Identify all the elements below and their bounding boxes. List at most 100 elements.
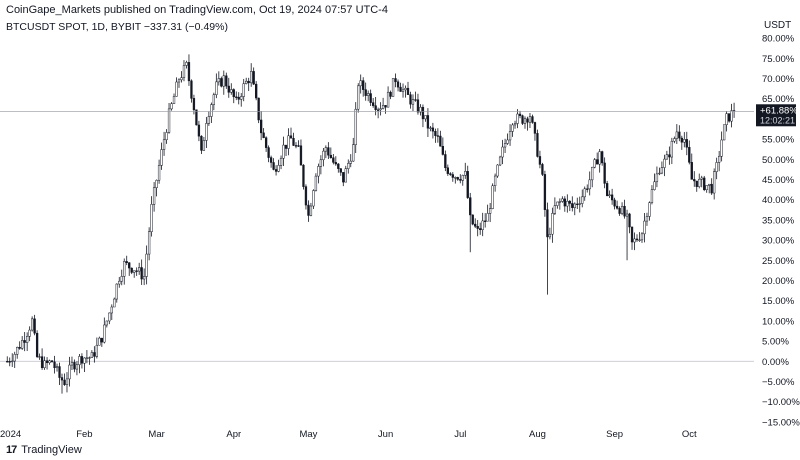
candle-body	[80, 356, 84, 364]
symbol-legend: BTCUSDT SPOT, 1D, BYBIT −337.31 (−0.49%)	[6, 21, 228, 33]
candle-body	[120, 276, 123, 282]
candle-body	[446, 167, 449, 174]
candle-body	[680, 137, 683, 143]
candle-body	[369, 93, 372, 103]
candle-body	[93, 352, 96, 357]
candle-body	[384, 105, 387, 108]
candle-body	[247, 80, 250, 84]
candle-body	[528, 116, 532, 123]
candle-body	[508, 131, 512, 141]
candle-body	[673, 138, 676, 142]
candle-body	[165, 132, 168, 141]
y-tick-label: 40.00%	[762, 195, 795, 206]
candle-body	[145, 253, 148, 277]
y-tick-label: 15.00%	[762, 296, 795, 307]
candle-body	[653, 181, 656, 190]
candle-body	[436, 135, 440, 137]
candle-body	[40, 356, 44, 369]
candle-body	[299, 145, 303, 166]
candle-body	[439, 135, 442, 147]
candle-body	[53, 361, 56, 369]
candle-body	[451, 174, 454, 178]
candle-body	[334, 162, 337, 165]
candle-body	[713, 171, 716, 194]
candle-body	[339, 168, 342, 173]
candle-body	[140, 267, 143, 280]
candle-body	[232, 89, 235, 98]
candle-body	[195, 109, 198, 126]
candle-body	[123, 261, 126, 277]
candle-body	[294, 145, 298, 147]
candle-body	[212, 94, 215, 105]
candle-body	[396, 81, 400, 88]
candle-body	[379, 108, 382, 111]
candle-body	[720, 139, 723, 157]
candle-body	[531, 116, 534, 123]
candle-body	[272, 162, 275, 170]
candle-body	[444, 154, 447, 168]
y-tick-label: 75.00%	[762, 54, 795, 65]
candle-body	[347, 163, 350, 169]
candle-body	[170, 103, 173, 110]
candle-body	[142, 276, 146, 280]
tradingview-footer[interactable]: 17 TradingView	[6, 444, 82, 456]
candle-body	[16, 347, 19, 355]
candle-body	[50, 360, 54, 363]
candle-body	[175, 81, 178, 97]
candle-body	[200, 135, 203, 151]
candle-body	[197, 124, 201, 137]
candle-body	[454, 177, 457, 179]
candle-body	[625, 213, 629, 217]
candle-body	[705, 185, 708, 190]
candle-body	[593, 159, 596, 168]
candle-body	[630, 226, 634, 243]
candle-body	[103, 324, 106, 343]
y-tick-label: 0.00%	[762, 357, 789, 368]
candle-body	[78, 356, 81, 366]
y-tick-label: 30.00%	[762, 236, 795, 247]
candle-body	[357, 85, 360, 110]
candle-body	[110, 306, 113, 314]
x-tick-label: Jun	[378, 429, 393, 440]
candle-body	[546, 209, 549, 238]
candle-body	[409, 94, 412, 105]
candle-body	[282, 144, 285, 159]
candle-body	[640, 233, 644, 241]
candle-body	[518, 113, 522, 116]
candle-body	[693, 179, 696, 182]
candle-body	[708, 183, 711, 186]
candle-body	[162, 139, 166, 150]
y-tick-label: 35.00%	[762, 215, 795, 226]
candle-body	[503, 143, 507, 148]
candle-body	[466, 171, 469, 198]
countdown-label: 12:02:21	[760, 115, 795, 125]
candle-body	[18, 347, 21, 349]
candle-body	[118, 280, 121, 285]
candle-body	[685, 139, 688, 148]
candle-body	[511, 124, 514, 132]
candle-body	[235, 96, 238, 98]
candle-body	[45, 360, 49, 364]
candle-body	[113, 298, 116, 308]
y-tick-label: 65.00%	[762, 94, 795, 105]
y-tick-label: −10.00%	[762, 397, 800, 408]
candle-body	[665, 154, 669, 160]
candle-body	[486, 213, 489, 222]
candle-body	[536, 133, 539, 157]
x-tick-label: Jul	[454, 429, 466, 440]
candle-body	[287, 135, 290, 149]
candle-body	[663, 158, 666, 168]
candle-body	[521, 115, 524, 124]
tradingview-brand: TradingView	[21, 444, 82, 456]
candle-body	[635, 238, 639, 241]
candle-body	[675, 131, 678, 139]
candle-body	[192, 98, 196, 111]
candle-body	[389, 91, 392, 97]
candle-body	[222, 75, 225, 87]
candle-body	[150, 204, 153, 232]
candle-body	[660, 167, 664, 174]
candle-body	[690, 162, 693, 180]
candle-body	[322, 150, 325, 161]
candle-body	[568, 200, 571, 204]
